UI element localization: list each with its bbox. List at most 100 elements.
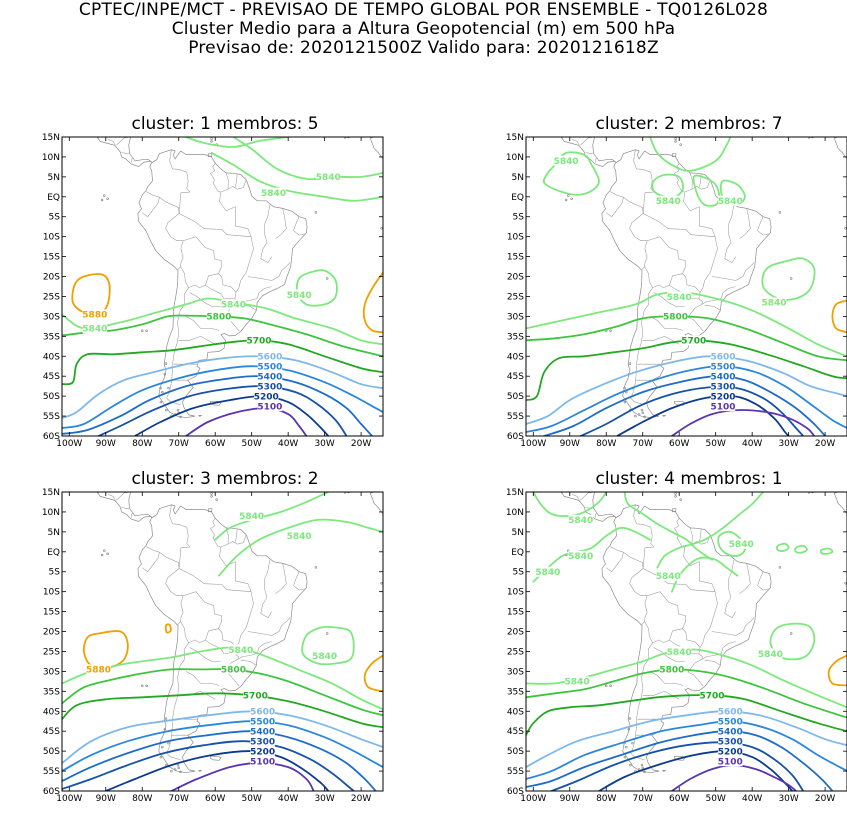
small-island	[204, 482, 206, 484]
small-island	[627, 727, 631, 731]
small-island	[640, 763, 644, 767]
coastlines	[96, 478, 383, 774]
small-island	[814, 487, 816, 489]
lat-label: 30S	[43, 312, 60, 322]
contour-5840	[761, 257, 816, 301]
country-border	[698, 298, 703, 305]
country-border	[711, 617, 755, 636]
lat-label: 10S	[507, 588, 524, 598]
lon-label: 100W	[520, 794, 546, 804]
coastline	[369, 492, 383, 518]
island	[613, 123, 621, 126]
contour-label: 5840	[718, 197, 743, 207]
country-border	[166, 642, 189, 761]
small-island	[163, 372, 167, 376]
lon-label: 40W	[742, 439, 762, 449]
contour-label-bg	[656, 195, 681, 206]
small-island	[567, 194, 570, 197]
map-frame	[61, 136, 384, 437]
small-island	[100, 553, 104, 557]
contour-label: 5300	[250, 737, 275, 747]
country-border	[178, 568, 252, 592]
island	[626, 118, 648, 125]
contour-label-bg	[228, 644, 253, 655]
contour-label: 5200	[250, 747, 275, 757]
axes: 15N 10N 5N EQ 5S 10S 15S 20S 25S 30S 35S 40S 45S 50S 5…	[42, 488, 383, 804]
country-border	[606, 546, 624, 573]
country-border	[169, 149, 191, 214]
small-island	[100, 198, 104, 202]
contour-labels: 5840 5840 5840 5840 5840 5800 5700 560055005400…	[554, 155, 787, 412]
country-border	[691, 534, 711, 545]
contour-label: 5100	[718, 757, 743, 767]
island	[189, 478, 195, 480]
lat-label: 5S	[49, 568, 61, 578]
panel-title: cluster: 1 membros: 5	[131, 114, 319, 134]
panel-title: cluster: 2 membros: 7	[595, 114, 783, 134]
contour-label: 5800	[206, 313, 231, 323]
small-island	[629, 763, 632, 767]
lon-label: 30W	[314, 439, 334, 449]
contour-5840	[819, 547, 834, 555]
small-island	[350, 487, 352, 489]
island	[653, 123, 659, 125]
small-island	[640, 408, 644, 412]
country-border	[704, 659, 721, 666]
contours	[62, 137, 383, 436]
contour-label-bg	[710, 361, 736, 372]
lat-label: 25S	[43, 647, 60, 657]
map-frame	[61, 491, 384, 792]
small-island	[662, 123, 664, 125]
small-island	[198, 478, 200, 480]
contour-label-bg	[681, 335, 706, 346]
contour-label: 5200	[718, 747, 743, 757]
small-island	[159, 755, 163, 759]
contour-label: 5840	[762, 299, 787, 309]
lat-label: 40S	[43, 352, 60, 362]
country-border	[116, 137, 131, 146]
country-border	[633, 149, 655, 214]
lat-label: 60S	[43, 432, 60, 442]
contour-5300	[550, 741, 805, 791]
contour-label: 5880	[82, 311, 107, 321]
small-island	[140, 684, 144, 688]
contour-label: 5700	[700, 692, 725, 702]
island	[674, 400, 686, 406]
contour-5840	[769, 622, 816, 661]
axes: 15N 10N 5N EQ 5S 10S 15S 20S 25S 30S 35S 40S 45S 50S 5…	[42, 133, 383, 449]
contour-label-bg	[239, 510, 264, 521]
country-border	[210, 518, 229, 548]
lat-label: 10S	[507, 233, 524, 243]
country-border	[642, 213, 716, 237]
lat-label: 50S	[43, 392, 60, 402]
lat-label: 55S	[43, 767, 60, 777]
island	[613, 478, 621, 481]
contour-label-bg	[718, 195, 743, 206]
contour-label-bg	[667, 646, 692, 657]
contour-5400	[62, 375, 373, 436]
small-island	[380, 582, 383, 585]
country-border	[131, 158, 133, 163]
small-island	[641, 766, 644, 770]
country-border	[642, 335, 680, 345]
lon-label: 30W	[314, 794, 334, 804]
lat-label: 45S	[507, 372, 524, 382]
contour-5600	[526, 355, 847, 425]
lat-label: EQ	[511, 548, 524, 558]
map-area	[62, 478, 383, 791]
small-island	[789, 632, 793, 635]
small-island	[103, 194, 106, 197]
lat-label: 15S	[43, 253, 60, 263]
contour-label: 5840	[228, 646, 253, 656]
country-border	[142, 546, 160, 573]
small-island	[673, 486, 675, 488]
small-island	[164, 717, 168, 720]
small-island	[210, 140, 213, 143]
contours	[526, 492, 847, 791]
country-border	[234, 529, 238, 543]
lat-label: 25S	[507, 647, 524, 657]
small-island	[623, 386, 626, 390]
small-island	[165, 408, 168, 412]
lon-label: 30W	[778, 794, 798, 804]
contour-5840	[542, 151, 600, 196]
